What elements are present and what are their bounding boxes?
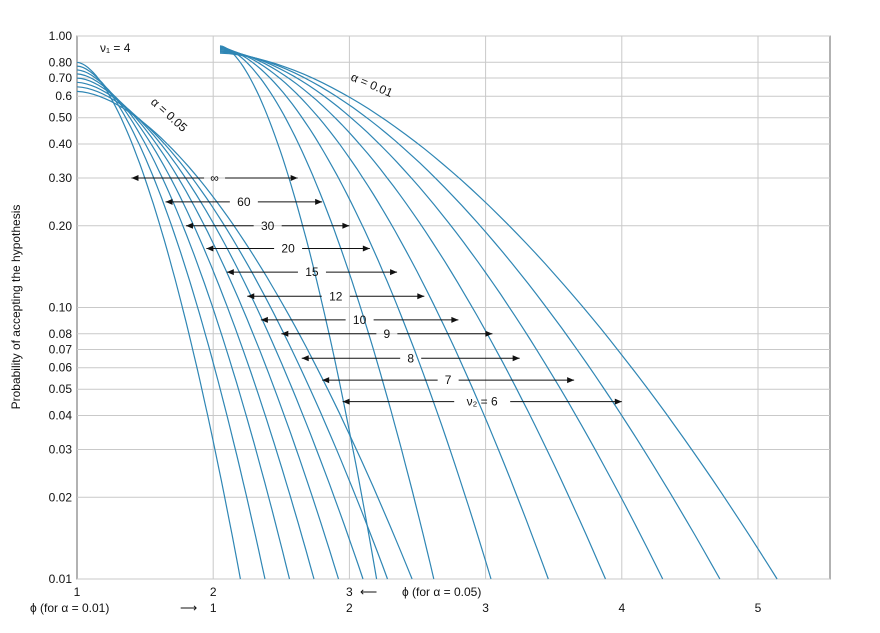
arrowhead-left <box>322 377 330 384</box>
oc-curve-alpha-001 <box>219 52 778 580</box>
nu2-label: 20 <box>281 241 295 255</box>
y-axis-label: Probability of accepting the hypothesis <box>9 205 23 410</box>
arrowhead-left <box>301 355 309 362</box>
x-tick-label-alpha-001: 3 <box>482 601 489 615</box>
y-tick-label: 0.01 <box>49 572 73 586</box>
curves <box>76 45 778 580</box>
arrowhead-right <box>390 269 398 276</box>
y-tick-label: 0.03 <box>49 442 73 456</box>
nu2-label: 8 <box>407 351 414 365</box>
arrowhead-right <box>362 245 370 252</box>
x-tick-label-alpha-001: 1 <box>210 601 217 615</box>
y-tick-label: 0.50 <box>49 111 73 125</box>
arrowhead-right <box>512 355 520 362</box>
oc-curve-alpha-001 <box>219 50 664 580</box>
nu1-label: ν₁ = 4 <box>100 41 131 55</box>
nu2-label: ν₂ = 6 <box>467 395 498 409</box>
oc-curve-alpha-001 <box>219 47 492 580</box>
y-tick-label: 0.70 <box>49 71 73 85</box>
arrowhead-left <box>247 293 255 300</box>
y-tick-label: 0.04 <box>49 409 73 423</box>
oc-curve-alpha-001 <box>219 51 721 580</box>
x-tick-labels: 1 2 3 1 2 3 4 5 <box>74 585 762 615</box>
nu2-label: 12 <box>329 289 343 303</box>
y-tick-label: 0.30 <box>49 171 73 185</box>
arrowhead-left <box>226 269 234 276</box>
arrowhead-left <box>281 330 289 337</box>
y-tick-label: 1.00 <box>49 29 73 43</box>
arrowhead-left <box>206 245 214 252</box>
x-axis-label-alpha-005: ϕ (for α = 0.05) <box>402 585 481 599</box>
x-tick-label-alpha-005: 1 <box>74 585 81 599</box>
y-tick-label: 0.05 <box>49 382 73 396</box>
y-tick-label: 0.80 <box>49 55 73 69</box>
y-tick-labels: 1.00 0.80 0.70 0.6 0.50 0.40 0.30 0.20 0.10 0.08 0… <box>49 29 73 586</box>
x-axis-arrow-alpha-001: ⟶ <box>180 601 197 615</box>
arrowhead-right <box>290 174 298 181</box>
y-tick-label: 0.08 <box>49 327 73 341</box>
nu2-label: 7 <box>445 373 452 387</box>
x-tick-label-alpha-001: 4 <box>618 601 625 615</box>
oc-curve-alpha-001 <box>219 49 607 580</box>
nu2-label: ∞ <box>210 171 219 185</box>
y-tick-label: 0.20 <box>49 219 73 233</box>
x-tick-label-alpha-001: 5 <box>755 601 762 615</box>
oc-curve-alpha-001 <box>219 48 549 580</box>
y-tick-label: 0.06 <box>49 361 73 375</box>
oc-curve-alpha-005 <box>76 81 364 580</box>
arrowhead-right <box>567 377 575 384</box>
grid-lines <box>77 35 830 580</box>
y-tick-label: 0.07 <box>49 343 73 357</box>
x-tick-label-alpha-001: 2 <box>346 601 353 615</box>
oc-curve-alpha-005 <box>76 90 413 580</box>
arrowhead-right <box>417 293 425 300</box>
nu2-arrows: ∞ 60 30 20 15 12 10 9 8 7 ν₂ = 6 <box>131 171 622 409</box>
nu2-label: 10 <box>353 313 367 327</box>
oc-curve-alpha-005 <box>76 86 389 580</box>
x-tick-label-alpha-005: 3 <box>346 585 353 599</box>
arrowhead-right <box>485 330 493 337</box>
arrowhead-left <box>131 174 139 181</box>
arrowhead-right <box>342 222 350 229</box>
x-axis-arrow-alpha-005: ⟵ <box>360 585 377 599</box>
y-tick-label: 0.6 <box>55 89 72 103</box>
arrowhead-right <box>451 316 459 323</box>
nu2-label: 30 <box>261 219 275 233</box>
arrowhead-left <box>165 198 173 205</box>
arrowhead-right <box>315 198 323 205</box>
y-tick-label: 0.02 <box>49 490 73 504</box>
arrowhead-left <box>260 316 268 323</box>
arrowhead-left <box>342 398 350 405</box>
oc-curve-alpha-001 <box>219 46 435 580</box>
nu2-label: 9 <box>384 327 391 341</box>
arrowhead-right <box>614 398 622 405</box>
y-tick-label: 0.40 <box>49 137 73 151</box>
y-tick-label: 0.10 <box>49 301 73 315</box>
oc-curve-alpha-001 <box>219 45 378 580</box>
x-tick-label-alpha-005: 2 <box>210 585 217 599</box>
x-axis-label-alpha-001: ϕ (for α = 0.01) <box>30 601 109 615</box>
nu2-label: 15 <box>305 265 319 279</box>
arrowhead-left <box>185 222 193 229</box>
nu2-label: 60 <box>237 195 251 209</box>
